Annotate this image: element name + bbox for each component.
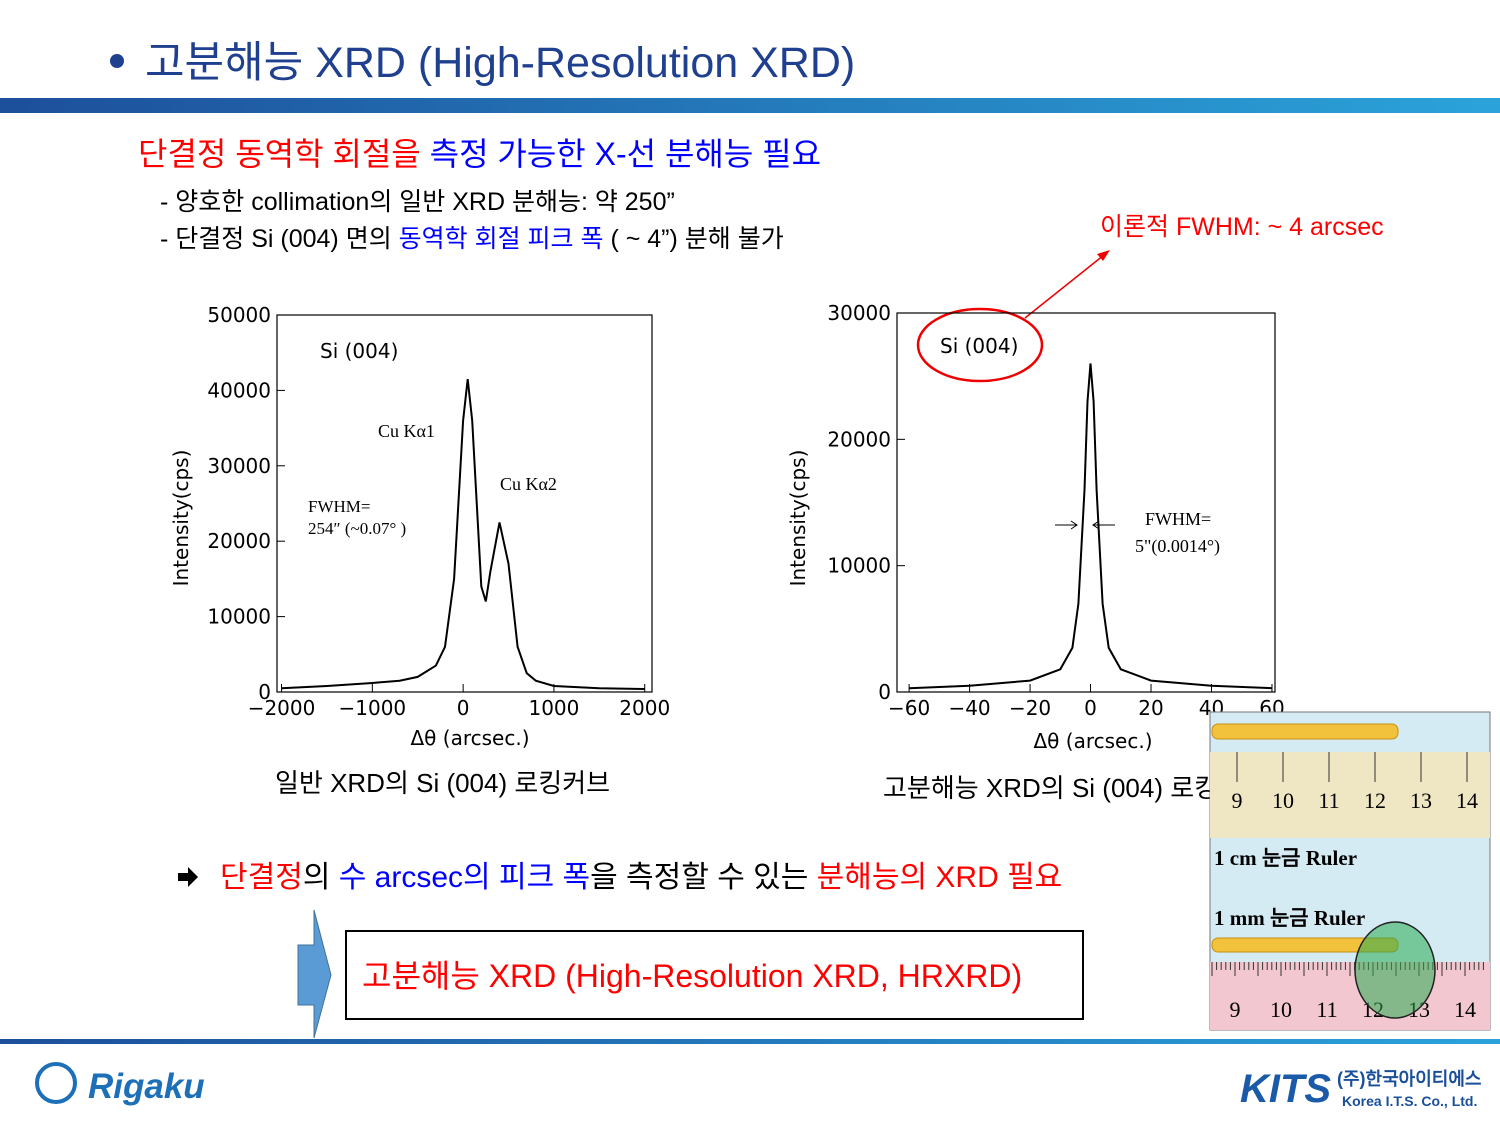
title-bullet <box>110 54 124 68</box>
conclusion: 단결정의 수 arcsec의 피크 폭을 측정할 수 있는 분해능의 XRD 필… <box>220 861 1062 894</box>
rigaku-mark <box>35 1062 77 1104</box>
plot-frame <box>896 312 1276 693</box>
kits-korean: (주)한국아이티에스 <box>1337 1069 1481 1089</box>
arrow-head <box>1097 250 1110 261</box>
chart-annotation: Si (004) <box>320 339 398 363</box>
y-axis-label: Intensity(cps) <box>169 450 193 587</box>
note: - 단결정 Si (004) 면의 동역학 회절 피크 폭 ( ~ 4”) 분해… <box>160 225 784 253</box>
x-tick-label: −60 <box>888 696 930 720</box>
annotation-run: 이론적 FWHM: ~ 4 arcsec <box>1100 213 1384 241</box>
ruler-number: 9 <box>1232 788 1243 813</box>
fwhm-arrows <box>1055 520 1115 530</box>
annotation: 이론적 FWHM: ~ 4 arcsec <box>1100 213 1384 241</box>
ruler-number: 10 <box>1270 997 1292 1022</box>
x-tick-label: −2000 <box>248 696 316 720</box>
chart-annotation: Cu Kα2 <box>500 474 557 494</box>
title: 고분해능 XRD (High-Resolution XRD) <box>145 39 855 87</box>
y-tick-label: 40000 <box>207 378 271 402</box>
chart-annotation: FWHM= <box>1145 509 1211 529</box>
header-bar <box>0 98 1500 113</box>
y-tick-label: 30000 <box>827 301 891 325</box>
result-run: 고분해능 XRD (High-Resolution XRD, HRXRD) <box>362 958 1022 994</box>
annotation-arrow <box>1024 254 1105 319</box>
ruler-number: 14 <box>1456 788 1478 813</box>
kits-logo: KITS <box>1240 1067 1331 1111</box>
conclusion-arrow <box>178 867 198 887</box>
x-tick-label: 0 <box>1084 696 1097 720</box>
x-tick-label: 2000 <box>619 696 670 720</box>
ruler-number: 14 <box>1454 997 1476 1022</box>
note-run: - 양호한 collimation의 일반 XRD 분해능: 약 250” <box>160 188 675 216</box>
y-tick-label: 30000 <box>207 454 271 478</box>
ruler-number: 13 <box>1410 788 1432 813</box>
chart-annotation: FWHM= <box>308 497 370 516</box>
conclusion-run: 분해능의 XRD 필요 <box>817 861 1063 894</box>
x-tick-label: 20 <box>1138 696 1163 720</box>
y-tick-label: 20000 <box>827 427 891 451</box>
ruler-number: 12 <box>1364 788 1386 813</box>
highlight-ellipse <box>916 307 1044 383</box>
flow-arrow <box>297 909 332 1039</box>
conclusion-run: 단결정 <box>220 861 303 894</box>
x-tick-label: −40 <box>948 696 990 720</box>
result: 고분해능 XRD (High-Resolution XRD, HRXRD) <box>362 958 1022 994</box>
requirement-run: 측정 가능한 X-선 분해능 필요 <box>430 136 821 172</box>
x-tick-label: 1000 <box>528 696 579 720</box>
chart-annotation: Si (004) <box>940 334 1018 358</box>
requirement-run: 단결정 동역학 회절을 <box>138 136 430 172</box>
result-box <box>345 930 1084 1020</box>
plot-frame <box>276 314 653 693</box>
footer-bar <box>0 1039 1500 1044</box>
chart-caption: 고분해능 XRD의 Si (004) 로킹커브 <box>883 773 1266 803</box>
kits-english: Korea I.T.S. Co., Ltd. <box>1342 1093 1477 1109</box>
note-run: - 단결정 Si (004) 면의 <box>160 225 399 253</box>
x-tick-label: −1000 <box>339 696 407 720</box>
note-run: ( ~ 4”) 분해 불가 <box>604 225 784 253</box>
chart-annotation: 5"(0.0014°) <box>1135 536 1220 557</box>
ruler-label: 1 cm 눈금 Ruler <box>1214 846 1357 870</box>
note: - 양호한 collimation의 일반 XRD 분해능: 약 250” <box>160 188 675 216</box>
y-tick-label: 20000 <box>207 529 271 553</box>
ruler-number: 9 <box>1230 997 1241 1022</box>
requirement: 단결정 동역학 회절을 측정 가능한 X-선 분해능 필요 <box>138 136 821 172</box>
ruler-number: 11 <box>1316 997 1337 1022</box>
ruler-label: 1 mm 눈금 Ruler <box>1214 906 1365 930</box>
y-tick-label: 10000 <box>207 605 271 629</box>
y-tick-label: 0 <box>258 680 271 704</box>
data-line <box>281 378 645 690</box>
ruler-number: 11 <box>1318 788 1339 813</box>
x-tick-label: −20 <box>1009 696 1051 720</box>
y-axis-label: Intensity(cps) <box>786 450 810 587</box>
x-tick-label: 0 <box>457 696 470 720</box>
conclusion-run: 수 arcsec의 피크 폭 <box>339 861 590 894</box>
conclusion-run: 의 <box>303 861 339 894</box>
x-axis-label: Δθ (arcsec.) <box>1034 729 1153 753</box>
ruler-number: 10 <box>1272 788 1294 813</box>
conclusion-run: 을 측정할 수 있는 <box>590 861 817 894</box>
rigaku-logo: Rigaku <box>88 1067 205 1106</box>
chart-annotation: Cu Kα1 <box>378 421 435 441</box>
y-tick-label: 10000 <box>827 554 891 578</box>
chart-annotation: 254″ (~0.07° ) <box>308 519 406 538</box>
note-run: 동역학 회절 피크 폭 <box>399 225 604 253</box>
data-line <box>909 363 1273 690</box>
x-axis-label: Δθ (arcsec.) <box>411 726 530 750</box>
y-tick-label: 50000 <box>207 303 271 327</box>
chart-caption: 일반 XRD의 Si (004) 로킹커브 <box>275 768 610 798</box>
y-tick-label: 0 <box>878 680 891 704</box>
